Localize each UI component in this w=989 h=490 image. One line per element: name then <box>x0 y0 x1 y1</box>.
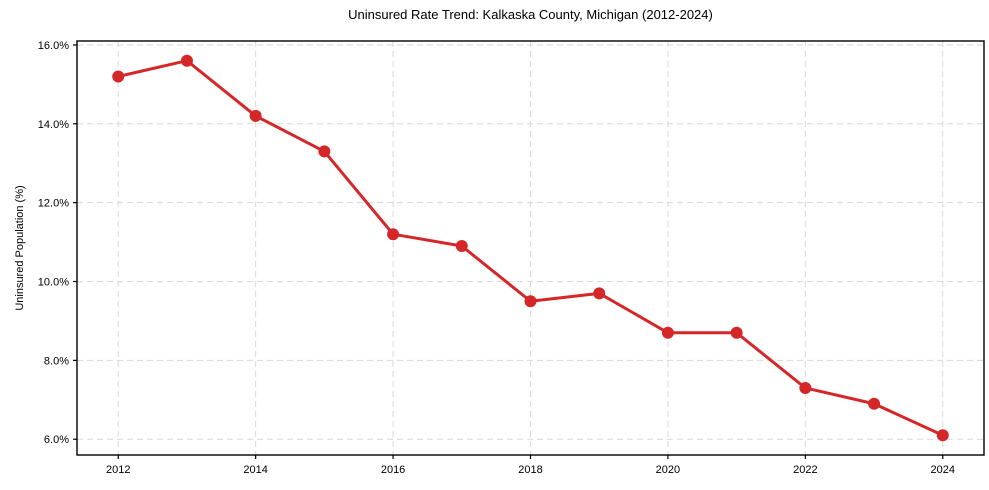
x-tick-label: 2022 <box>793 464 817 476</box>
y-tick-label: 8.0% <box>44 355 69 367</box>
x-tick-label: 2024 <box>931 464 955 476</box>
data-point-2013 <box>180 54 193 67</box>
data-point-2018 <box>524 295 537 308</box>
data-point-2016 <box>387 228 400 241</box>
data-point-2021 <box>730 326 743 339</box>
x-tick-label: 2012 <box>106 464 130 476</box>
data-point-2017 <box>455 240 468 253</box>
x-tick-label: 2014 <box>243 464 267 476</box>
y-tick-label: 12.0% <box>38 198 69 210</box>
data-point-2022 <box>799 381 812 394</box>
chart-title: Uninsured Rate Trend: Kalkaska County, M… <box>348 7 713 22</box>
y-tick-label: 10.0% <box>38 277 69 289</box>
x-tick-label: 2018 <box>518 464 542 476</box>
data-point-2015 <box>318 145 331 158</box>
data-point-2020 <box>661 326 674 339</box>
y-tick-label: 16.0% <box>38 40 69 52</box>
data-point-2024 <box>936 429 949 442</box>
data-point-2019 <box>593 287 606 300</box>
data-point-2023 <box>868 397 881 410</box>
x-tick-label: 2016 <box>381 464 405 476</box>
data-point-2012 <box>112 70 125 83</box>
y-tick-label: 6.0% <box>44 434 69 446</box>
data-point-2014 <box>249 109 262 122</box>
x-tick-label: 2020 <box>656 464 680 476</box>
y-tick-label: 14.0% <box>38 119 69 131</box>
